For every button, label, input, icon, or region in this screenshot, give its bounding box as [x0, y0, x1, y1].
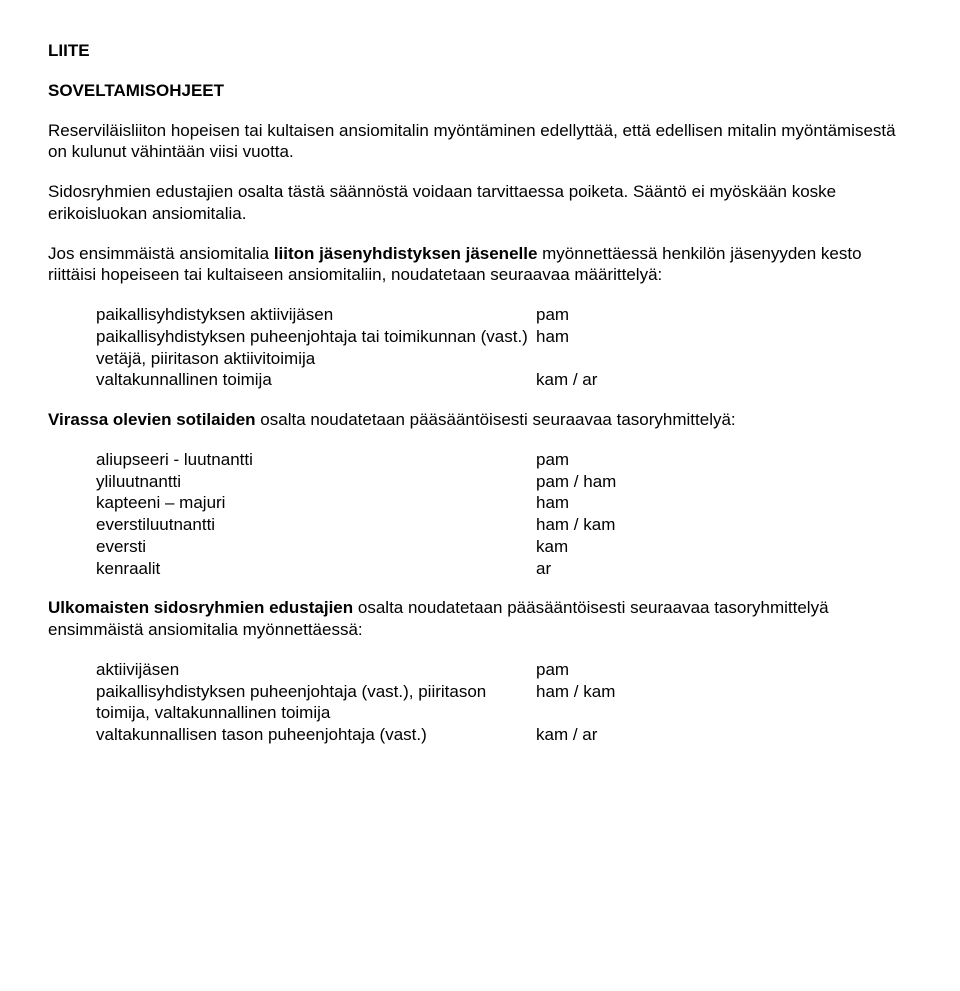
- row-right: pam: [536, 659, 912, 681]
- row-right: pam / ham: [536, 471, 912, 493]
- appendix-title: LIITE: [48, 40, 912, 62]
- table-row: kenraalit ar: [96, 558, 912, 580]
- table-row: yliluutnantti pam / ham: [96, 471, 912, 493]
- table-row: paikallisyhdistyksen puheenjohtaja (vast…: [96, 681, 912, 725]
- row-left: paikallisyhdistyksen puheenjohtaja tai t…: [96, 326, 536, 370]
- row-right: kam: [536, 536, 912, 558]
- member-intro-pre: Jos ensimmäistä ansiomitalia: [48, 244, 274, 263]
- intro-paragraph-1: Reserviläisliiton hopeisen tai kultaisen…: [48, 120, 912, 164]
- row-right: pam: [536, 449, 912, 471]
- table-row: valtakunnallinen toimija kam / ar: [96, 369, 912, 391]
- row-left: yliluutnantti: [96, 471, 536, 493]
- row-right: ham / kam: [536, 514, 912, 536]
- row-right: ham / kam: [536, 681, 912, 725]
- table-row: aktiivijäsen pam: [96, 659, 912, 681]
- table-row: valtakunnallisen tason puheenjohtaja (va…: [96, 724, 912, 746]
- foreign-intro-bold: Ulkomaisten sidosryhmien edustajien: [48, 598, 353, 617]
- table-row: kapteeni – majuri ham: [96, 492, 912, 514]
- row-left: aktiivijäsen: [96, 659, 536, 681]
- row-right: ar: [536, 558, 912, 580]
- table-row: paikallisyhdistyksen puheenjohtaja tai t…: [96, 326, 912, 370]
- row-left: aliupseeri - luutnantti: [96, 449, 536, 471]
- foreign-table: aktiivijäsen pam paikallisyhdistyksen pu…: [96, 659, 912, 746]
- foreign-intro: Ulkomaisten sidosryhmien edustajien osal…: [48, 597, 912, 641]
- row-left: kenraalit: [96, 558, 536, 580]
- soldier-intro-bold: Virassa olevien sotilaiden: [48, 410, 256, 429]
- soldier-intro-post: osalta noudatetaan pääsääntöisesti seura…: [256, 410, 736, 429]
- row-left: eversti: [96, 536, 536, 558]
- row-left: valtakunnallinen toimija: [96, 369, 536, 391]
- row-right: kam / ar: [536, 369, 912, 391]
- table-row: eversti kam: [96, 536, 912, 558]
- soldier-intro: Virassa olevien sotilaiden osalta noudat…: [48, 409, 912, 431]
- member-intro-bold: liiton jäsenyhdistyksen jäsenelle: [274, 244, 538, 263]
- member-intro: Jos ensimmäistä ansiomitalia liiton jäse…: [48, 243, 912, 287]
- row-right: pam: [536, 304, 912, 326]
- row-left: paikallisyhdistyksen puheenjohtaja (vast…: [96, 681, 536, 725]
- soldier-table: aliupseeri - luutnantti pam yliluutnantt…: [96, 449, 912, 580]
- row-right: ham: [536, 326, 912, 370]
- subtitle: SOVELTAMISOHJEET: [48, 80, 912, 102]
- member-table: paikallisyhdistyksen aktiivijäsen pam pa…: [96, 304, 912, 391]
- intro-paragraph-2: Sidosryhmien edustajien osalta tästä sää…: [48, 181, 912, 225]
- row-right: ham: [536, 492, 912, 514]
- row-left: valtakunnallisen tason puheenjohtaja (va…: [96, 724, 536, 746]
- row-left: kapteeni – majuri: [96, 492, 536, 514]
- table-row: paikallisyhdistyksen aktiivijäsen pam: [96, 304, 912, 326]
- row-right: kam / ar: [536, 724, 912, 746]
- table-row: everstiluutnantti ham / kam: [96, 514, 912, 536]
- row-left: paikallisyhdistyksen aktiivijäsen: [96, 304, 536, 326]
- row-left: everstiluutnantti: [96, 514, 536, 536]
- table-row: aliupseeri - luutnantti pam: [96, 449, 912, 471]
